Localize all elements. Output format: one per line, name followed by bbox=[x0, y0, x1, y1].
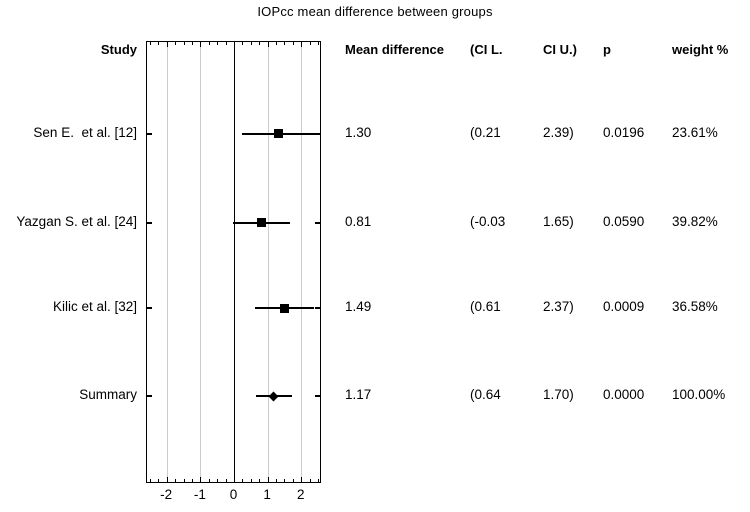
x-axis-minor-tick bbox=[208, 42, 210, 45]
chart-title: IOPcc mean difference between groups bbox=[257, 4, 493, 19]
study-label: Sen E. et al. [12] bbox=[33, 124, 137, 140]
x-axis-major-tick bbox=[267, 477, 269, 482]
x-axis-minor-tick bbox=[276, 42, 278, 45]
gridline bbox=[200, 42, 202, 482]
x-axis-major-tick bbox=[267, 42, 269, 47]
gridline bbox=[301, 42, 303, 482]
x-axis-minor-tick bbox=[183, 479, 185, 482]
x-axis-minor-tick bbox=[318, 479, 320, 482]
weight-value: 39.82% bbox=[672, 213, 718, 229]
x-axis-minor-tick bbox=[250, 479, 252, 482]
x-axis-minor-tick bbox=[217, 479, 219, 482]
mean-difference-value: 1.49 bbox=[345, 299, 372, 315]
x-axis-major-tick bbox=[234, 477, 235, 482]
row-axis-tick bbox=[315, 307, 320, 309]
x-tick-label: 1 bbox=[263, 487, 271, 502]
x-axis-minor-tick bbox=[318, 42, 320, 45]
x-axis-minor-tick bbox=[175, 479, 177, 482]
x-axis-minor-tick bbox=[259, 42, 261, 45]
p-value: 0.0590 bbox=[603, 213, 645, 229]
x-axis-minor-tick bbox=[259, 479, 261, 482]
ci-upper-value: 2.39) bbox=[543, 124, 574, 140]
x-axis-minor-tick bbox=[309, 42, 311, 45]
row-axis-tick bbox=[147, 222, 152, 224]
p-value: 0.0196 bbox=[603, 124, 645, 140]
row-axis-tick bbox=[147, 395, 152, 397]
weight-value: 23.61% bbox=[672, 124, 718, 140]
ci-upper-value: 1.70) bbox=[543, 387, 574, 403]
p-value: 0.0009 bbox=[603, 299, 645, 315]
x-axis-minor-tick bbox=[175, 42, 177, 45]
x-axis-minor-tick bbox=[242, 479, 244, 482]
zero-axis-line bbox=[233, 42, 236, 482]
gridline bbox=[166, 42, 168, 482]
x-axis-major-tick bbox=[200, 42, 202, 47]
x-axis-minor-tick bbox=[191, 42, 193, 45]
column-header-p-value: p bbox=[603, 42, 611, 57]
x-axis-minor-tick bbox=[225, 479, 227, 482]
x-tick-label: 2 bbox=[297, 487, 305, 502]
x-axis-minor-tick bbox=[149, 42, 151, 45]
column-header-mean-difference: Mean difference bbox=[345, 42, 444, 57]
study-label: Kilic et al. [32] bbox=[52, 299, 137, 315]
ci-lower-value: (0.21 bbox=[470, 124, 501, 140]
ci-upper-value: 2.37) bbox=[543, 299, 574, 315]
ci-lower-value: (0.61 bbox=[470, 299, 501, 315]
column-header-study: Study bbox=[100, 42, 137, 57]
ci-lower-value: (-0.03 bbox=[470, 213, 506, 229]
row-axis-tick bbox=[315, 395, 320, 397]
x-axis-minor-tick bbox=[191, 479, 193, 482]
study-label: Summary bbox=[79, 387, 137, 403]
ci-lower-value: (0.64 bbox=[470, 387, 501, 403]
weight-value: 36.58% bbox=[672, 299, 718, 315]
x-axis-major-tick bbox=[234, 42, 235, 47]
mean-difference-value: 1.17 bbox=[345, 387, 372, 403]
x-axis-major-tick bbox=[166, 477, 168, 482]
x-tick-label: 0 bbox=[229, 487, 238, 502]
x-axis-minor-tick bbox=[284, 479, 286, 482]
row-axis-tick bbox=[147, 133, 152, 135]
column-header-weight: weight % bbox=[672, 42, 729, 57]
x-axis-minor-tick bbox=[292, 42, 294, 45]
x-tick-label: -1 bbox=[193, 487, 206, 502]
x-axis-major-tick bbox=[301, 42, 303, 47]
x-axis-minor-tick bbox=[276, 479, 278, 482]
column-header-ci-upper: CI U.) bbox=[543, 42, 577, 57]
mean-difference-value: 1.30 bbox=[345, 124, 372, 140]
x-axis-minor-tick bbox=[149, 479, 151, 482]
x-axis-minor-tick bbox=[242, 42, 244, 45]
x-axis-major-tick bbox=[166, 42, 168, 47]
x-axis-minor-tick bbox=[309, 479, 311, 482]
study-square-marker bbox=[257, 218, 267, 228]
weight-value: 100.00% bbox=[672, 387, 726, 403]
row-axis-tick bbox=[315, 222, 320, 224]
study-square-marker bbox=[280, 303, 290, 313]
mean-difference-value: 0.81 bbox=[345, 213, 372, 229]
x-axis-minor-tick bbox=[292, 479, 294, 482]
x-axis-minor-tick bbox=[250, 42, 252, 45]
x-axis-minor-tick bbox=[217, 42, 219, 45]
x-axis-minor-tick bbox=[208, 479, 210, 482]
gridline bbox=[267, 42, 269, 482]
x-axis-major-tick bbox=[200, 477, 202, 482]
row-axis-tick bbox=[147, 307, 152, 309]
x-axis-minor-tick bbox=[158, 479, 160, 482]
plot-area bbox=[146, 41, 321, 483]
ci-upper-value: 1.65) bbox=[543, 213, 574, 229]
x-axis-minor-tick bbox=[225, 42, 227, 45]
x-axis-minor-tick bbox=[284, 42, 286, 45]
x-axis-minor-tick bbox=[158, 42, 160, 45]
x-axis-major-tick bbox=[301, 477, 303, 482]
row-axis-tick bbox=[315, 133, 320, 135]
p-value: 0.0000 bbox=[603, 387, 645, 403]
summary-diamond-marker bbox=[268, 391, 279, 401]
study-square-marker bbox=[273, 129, 283, 139]
x-axis-minor-tick bbox=[183, 42, 185, 45]
x-tick-label: -2 bbox=[160, 487, 173, 502]
column-header-ci-lower: (CI L. bbox=[470, 42, 503, 57]
study-label: Yazgan S. et al. [24] bbox=[16, 213, 137, 229]
